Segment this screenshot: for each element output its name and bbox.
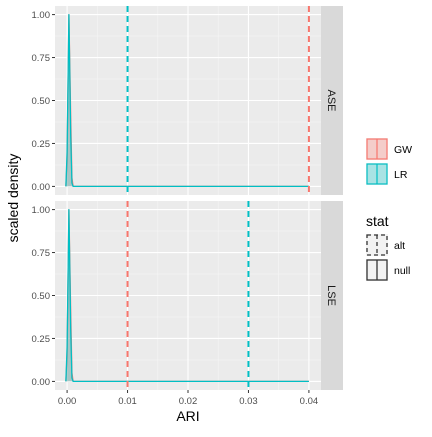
y-axis-title: scaled density [5, 154, 21, 243]
y-tick-label: 1.00 [32, 10, 51, 21]
x-tick-label: 0.02 [179, 396, 198, 407]
legend-stat-label: null [394, 265, 410, 277]
density-curve-lr [65, 13, 309, 188]
legend-stat-title: stat [366, 213, 389, 229]
y-tick-label: 0.75 [32, 248, 51, 259]
facet-strip-label: ASE [325, 89, 337, 111]
y-tick-label: 0.25 [32, 334, 51, 345]
y-tick-label: 0.25 [32, 139, 51, 150]
facet-strip [321, 6, 343, 195]
x-tick-label: 0.00 [58, 396, 77, 407]
x-tick-label: 0.03 [239, 396, 258, 407]
y-tick-label: 0.50 [32, 96, 51, 107]
y-tick-label: 1.00 [32, 205, 51, 216]
x-tick-label: 0.01 [118, 396, 137, 407]
legend-key-label: GW [394, 144, 412, 156]
density-curve-lr [65, 208, 309, 383]
y-tick-label: 0.75 [32, 53, 51, 64]
legend-stat-label: alt [394, 240, 405, 252]
facet-strip [321, 201, 343, 390]
y-tick-label: 0.50 [32, 291, 51, 302]
x-axis-title: ARI [176, 408, 199, 424]
y-tick-label: 0.00 [32, 377, 51, 388]
legend-key-label: LR [394, 169, 408, 181]
x-tick-label: 0.04 [300, 396, 319, 407]
facet-strip-label: LSE [325, 285, 337, 306]
y-tick-label: 0.00 [32, 182, 51, 193]
